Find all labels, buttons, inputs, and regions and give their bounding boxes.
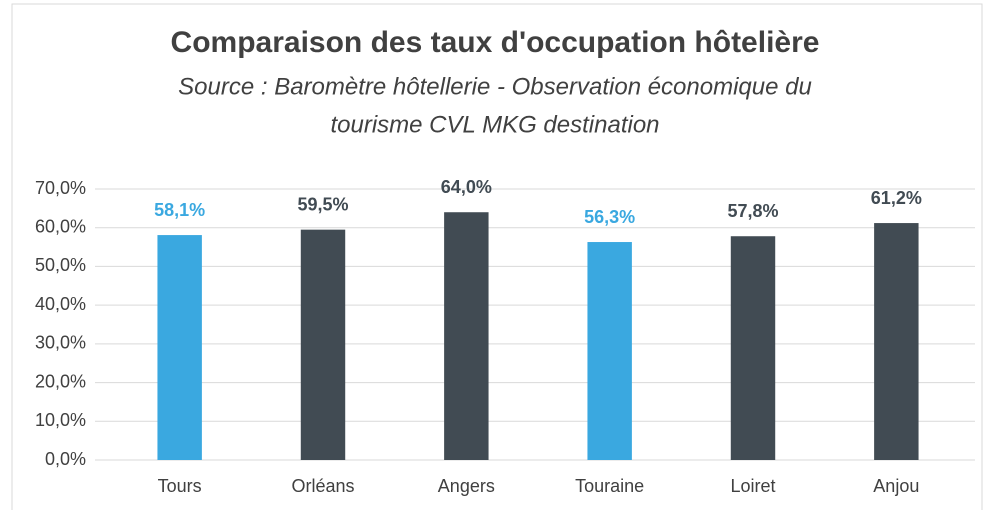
x-tick-label: Orléans (291, 476, 354, 496)
data-label: 56,3% (584, 207, 635, 227)
bar (730, 236, 776, 460)
y-tick-label: 40,0% (35, 294, 86, 314)
bar (874, 223, 919, 460)
chart-subtitle: Source : Baromètre hôtellerie - Observat… (178, 73, 812, 100)
x-tick-label: Tours (158, 476, 202, 496)
y-tick-label: 30,0% (35, 333, 86, 353)
y-tick-label: 20,0% (35, 371, 86, 391)
y-tick-label: 10,0% (35, 410, 86, 430)
x-tick-label: Angers (438, 476, 495, 496)
data-label: 58,1% (154, 200, 205, 220)
x-tick-label: Anjou (873, 476, 919, 496)
y-tick-label: 50,0% (35, 255, 86, 275)
bar (444, 212, 489, 460)
y-tick-label: 60,0% (35, 216, 86, 236)
data-label: 57,8% (727, 201, 778, 221)
data-label: 59,5% (297, 194, 348, 214)
x-tick-label: Loiret (730, 476, 775, 496)
y-tick-label: 70,0% (35, 178, 86, 198)
x-tick-label: Touraine (575, 476, 644, 496)
data-label: 61,2% (871, 188, 922, 208)
y-tick-label: 0,0% (45, 449, 86, 469)
bar (587, 242, 632, 460)
chart-subtitle: tourisme CVL MKG destination (330, 111, 659, 138)
bar (157, 235, 202, 460)
chart-frame (11, 3, 983, 510)
data-label: 64,0% (441, 177, 492, 197)
bar (300, 229, 346, 460)
chart-title: Comparaison des taux d'occupation hôteli… (171, 26, 820, 59)
